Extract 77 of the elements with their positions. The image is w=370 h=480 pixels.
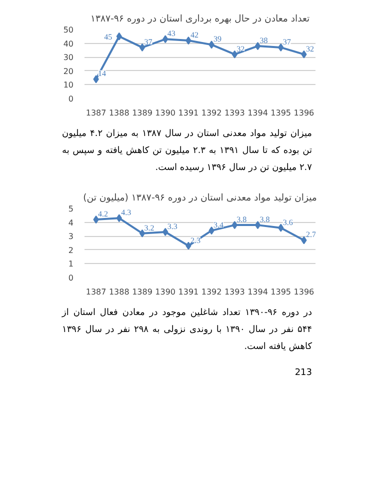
data-label: 2.7 (306, 230, 316, 240)
point (208, 226, 214, 235)
y-tick-label: 2 (68, 246, 74, 256)
x-tick-label: 1392 (201, 288, 222, 297)
data-label: 3.8 (236, 215, 247, 224)
data-label: 39 (214, 34, 222, 44)
x-tick-label: 1387 (86, 108, 106, 118)
x-tick-label: 1387 (86, 288, 106, 297)
data-label: 45 (104, 32, 112, 42)
point (254, 221, 261, 230)
x-tick-label: 1395 (270, 288, 292, 297)
x-tick-label: 1394 (248, 288, 268, 297)
point (301, 236, 307, 245)
point (232, 221, 238, 230)
x-tick-label: 1391 (178, 288, 199, 297)
y-tick-label: 1 (68, 260, 74, 269)
y-tick-label: 50 (63, 26, 74, 34)
y-tick-label: 3 (68, 232, 74, 242)
x-tick-label: 1389 (132, 108, 152, 118)
data-label: 4.3 (121, 208, 132, 218)
point (278, 43, 284, 52)
data-label: 43 (167, 29, 176, 38)
data-label: 3.6 (282, 218, 293, 228)
point (186, 36, 192, 45)
text: 213 (294, 366, 312, 380)
point (301, 50, 307, 58)
x-tick-label: 1388 (108, 288, 130, 297)
data-label: 38 (260, 36, 268, 46)
point (186, 242, 192, 250)
data-label: 4.2 (98, 210, 108, 219)
text: در دوره ۹۶-۱۳۹۰ تعداد شاغلین موجود در معادن فعال استان از ۵۴۴ نفر در سال ۱۳۹۰ با روندی نزولی به ۲۹۸ نفر در سال ۱۳۹۶ کاهش یافته است. (62, 307, 312, 354)
point (232, 50, 238, 58)
y-tick-label: 20 (63, 66, 74, 76)
x-tick-label: 1390 (155, 108, 176, 118)
data-label: 37 (144, 37, 152, 46)
point (162, 228, 168, 236)
chart-title: میزان تولید مواد معدنی استان در دوره ۹۶-۱۳۸۷ (میلیون تن) (83, 192, 317, 204)
x-tick-label: 1390 (155, 288, 176, 297)
x-tick-label: 1395 (270, 108, 292, 118)
data-label: 42 (190, 30, 198, 40)
point (162, 35, 168, 44)
point (278, 224, 284, 232)
y-tick-label: 5 (68, 204, 74, 214)
point (139, 43, 146, 52)
point (116, 32, 122, 40)
data-label: 3.3 (167, 222, 178, 232)
data-label: 2.3 (190, 236, 200, 246)
data-label: 3.2 (144, 224, 154, 233)
point (139, 230, 146, 238)
point (254, 42, 261, 50)
x-tick-label: 1394 (248, 108, 268, 118)
x-tick-label: 1393 (224, 288, 245, 297)
data-label: 37 (282, 37, 291, 46)
point (93, 216, 99, 224)
point (93, 75, 99, 84)
x-tick-label: 1392 (201, 108, 222, 118)
x-tick-label: 1388 (108, 108, 130, 118)
x-tick-label: 1391 (178, 108, 199, 118)
y-tick-label: 4 (68, 218, 74, 228)
y-tick-label: 10 (63, 80, 74, 90)
point (116, 214, 122, 222)
y-tick-label: 30 (63, 53, 74, 62)
x-tick-label: 1396 (294, 108, 314, 118)
chart-title: تعداد معادن در حال بهره برداری استان در دوره ۹۶-۱۳۸۷ (90, 14, 310, 24)
text: میزان تولید مواد معدنی استان در سال ۱۳۸۷ به میزان ۴.۲ میلیون تن بوده که تا سال ۱۳۹۱ به ۲.۳ میلیون تن کاهش یافته و سپس به ۲.۷ میلیون تن در سال ۱۳۹۶ رسیده است. (62, 128, 312, 176)
y-tick-label: 0 (68, 94, 74, 104)
data-label: 32 (236, 44, 245, 54)
y-tick-label: 0 (68, 274, 74, 283)
point (208, 40, 214, 49)
data-label: 3.4 (214, 220, 224, 230)
data-label: 3.8 (260, 215, 270, 224)
y-tick-label: 40 (63, 39, 74, 48)
data-label: 32 (306, 44, 314, 54)
x-tick-label: 1396 (294, 288, 314, 297)
x-tick-label: 1393 (224, 108, 245, 118)
x-tick-label: 1389 (132, 288, 152, 297)
data-label: 14 (98, 69, 106, 78)
